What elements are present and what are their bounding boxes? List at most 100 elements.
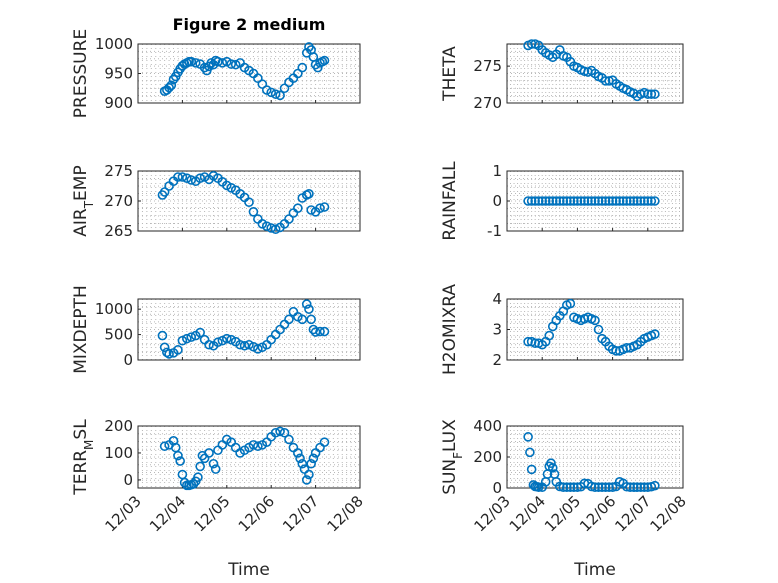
data-point	[635, 482, 646, 493]
data-point	[611, 196, 621, 206]
data-point	[635, 196, 646, 206]
ylabel-text: SUNFLUX	[440, 419, 465, 495]
axis-box	[137, 425, 361, 489]
data-point	[297, 314, 308, 325]
data-point	[195, 461, 205, 472]
axis-box	[506, 43, 684, 104]
xtick-label: 12/05	[541, 492, 584, 535]
data-point	[590, 315, 600, 326]
data-point	[253, 441, 263, 452]
data-point	[604, 482, 614, 493]
data-point	[266, 223, 277, 233]
data-point	[304, 469, 314, 480]
data-point	[159, 187, 170, 197]
data-point	[310, 327, 321, 337]
data-point	[293, 203, 303, 213]
data-point	[266, 87, 277, 98]
ytick-label: 900	[104, 94, 133, 112]
data-point	[208, 458, 219, 469]
data-point	[551, 196, 562, 206]
ylabel-text: MIXDEPTH	[71, 285, 91, 374]
data-point	[230, 59, 241, 70]
ytick-label: 3	[492, 321, 502, 339]
xtick-label: 12/04	[146, 492, 189, 535]
data-point	[304, 189, 314, 199]
data-point	[565, 196, 576, 206]
ylabel-text: TERRMSL	[71, 419, 96, 496]
data-point	[646, 196, 657, 206]
data-point	[537, 196, 548, 206]
data-point	[593, 324, 604, 335]
data-point	[590, 196, 600, 206]
axis-box	[506, 298, 684, 361]
data-point	[319, 437, 330, 447]
xtick-label: 12/06	[576, 492, 619, 535]
ylabel-text: H2OMIXRA	[440, 284, 460, 375]
data-point	[650, 480, 660, 491]
data-point	[650, 196, 660, 206]
data-point	[164, 82, 174, 93]
data-point	[597, 196, 607, 206]
data-point	[217, 58, 228, 68]
data-point	[526, 196, 537, 206]
ytick-label: 0	[123, 471, 133, 489]
data-point	[257, 79, 268, 89]
series-markers	[157, 171, 330, 234]
series-markers	[523, 39, 660, 102]
data-point	[572, 196, 583, 206]
data-point	[157, 330, 168, 341]
ytick-label: 1	[492, 162, 502, 180]
data-point	[544, 196, 555, 206]
data-point	[313, 62, 323, 73]
data-point	[523, 432, 533, 442]
data-point	[279, 427, 290, 438]
axis-box	[137, 298, 361, 361]
data-point	[308, 453, 319, 464]
data-point	[173, 345, 183, 355]
data-point	[569, 482, 579, 493]
data-point	[182, 173, 192, 183]
data-point	[304, 304, 314, 314]
data-point	[650, 89, 660, 99]
data-point	[284, 434, 294, 445]
data-point	[639, 482, 650, 493]
data-point	[544, 330, 555, 341]
data-point	[244, 197, 254, 207]
data-point	[593, 482, 604, 493]
ytick-label: 100	[104, 444, 133, 462]
data-point	[293, 68, 303, 79]
ylabel-text: RAINFALL	[440, 161, 460, 241]
ytick-label: 200	[104, 417, 133, 435]
series-markers	[157, 299, 330, 359]
data-point	[525, 447, 535, 458]
data-point	[253, 344, 263, 354]
data-point	[186, 175, 197, 185]
data-point	[210, 464, 221, 474]
data-point	[190, 58, 201, 68]
data-point	[293, 448, 303, 458]
data-point	[315, 326, 325, 337]
data-point	[572, 482, 583, 493]
data-point	[279, 83, 290, 94]
data-point	[306, 205, 316, 215]
data-point	[186, 332, 197, 342]
series-markers	[523, 298, 660, 356]
data-point	[166, 80, 177, 91]
ytick-label: 200	[473, 448, 502, 466]
data-point	[621, 481, 632, 492]
data-point	[248, 341, 259, 352]
data-point	[297, 458, 308, 469]
xtick-label: 12/08	[647, 492, 690, 535]
ytick-label: 270	[473, 94, 502, 112]
data-point	[173, 172, 183, 182]
data-point	[597, 482, 607, 493]
data-point	[600, 196, 611, 206]
ylabel-text: THETA	[440, 46, 460, 102]
data-point	[621, 196, 632, 206]
data-point	[222, 333, 232, 344]
data-point	[547, 463, 558, 473]
xtick-label: 12/07	[279, 492, 322, 535]
data-point	[579, 196, 590, 206]
data-point	[562, 196, 572, 206]
data-point	[319, 326, 330, 337]
